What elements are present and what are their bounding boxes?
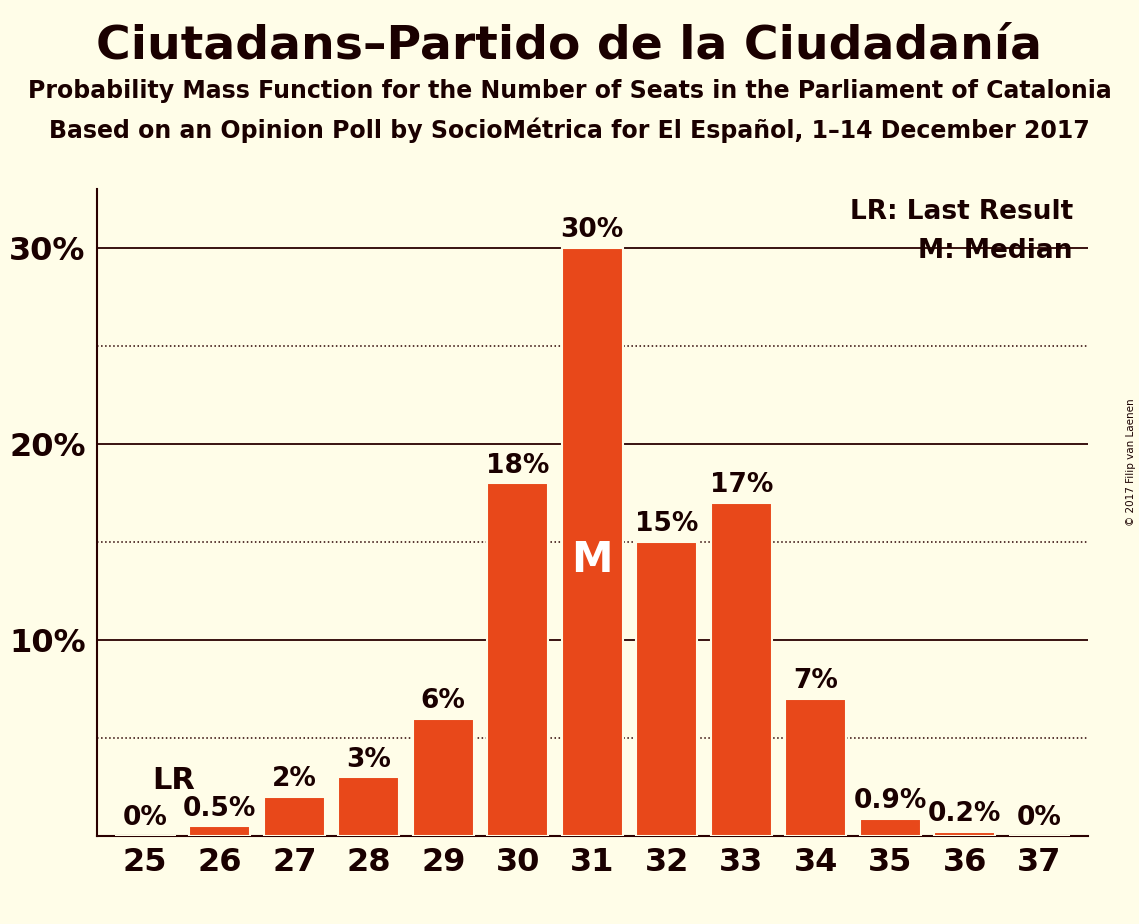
Text: 17%: 17% [710, 472, 773, 498]
Bar [338, 777, 400, 836]
Text: M: Median: M: Median [918, 237, 1073, 264]
Text: M: M [572, 539, 613, 581]
Bar [711, 503, 772, 836]
Text: Probability Mass Function for the Number of Seats in the Parliament of Catalonia: Probability Mass Function for the Number… [27, 79, 1112, 103]
Text: 0.9%: 0.9% [853, 787, 927, 814]
Bar [487, 483, 548, 836]
Bar [264, 797, 325, 836]
Text: Based on an Opinion Poll by SocioMétrica for El Español, 1–14 December 2017: Based on an Opinion Poll by SocioMétrica… [49, 117, 1090, 143]
Text: © 2017 Filip van Laenen: © 2017 Filip van Laenen [1126, 398, 1136, 526]
Text: 0.5%: 0.5% [183, 796, 256, 821]
Text: 15%: 15% [636, 511, 698, 538]
Bar [412, 719, 474, 836]
Bar [189, 826, 251, 836]
Text: LR: LR [153, 766, 196, 795]
Text: Ciutadans–Partido de la Ciudadanía: Ciutadans–Partido de la Ciudadanía [97, 23, 1042, 68]
Bar [934, 833, 995, 836]
Bar [637, 542, 697, 836]
Text: 7%: 7% [794, 668, 838, 694]
Text: 18%: 18% [486, 453, 549, 479]
Text: 0.2%: 0.2% [928, 801, 1001, 827]
Bar [860, 819, 920, 836]
Text: 0%: 0% [1017, 806, 1062, 832]
Bar [785, 699, 846, 836]
Text: 3%: 3% [346, 747, 391, 772]
Text: 2%: 2% [272, 766, 317, 792]
Text: 6%: 6% [420, 687, 466, 713]
Bar [562, 249, 623, 836]
Text: LR: Last Result: LR: Last Result [850, 199, 1073, 225]
Text: 30%: 30% [560, 217, 624, 243]
Text: 0%: 0% [123, 806, 167, 832]
